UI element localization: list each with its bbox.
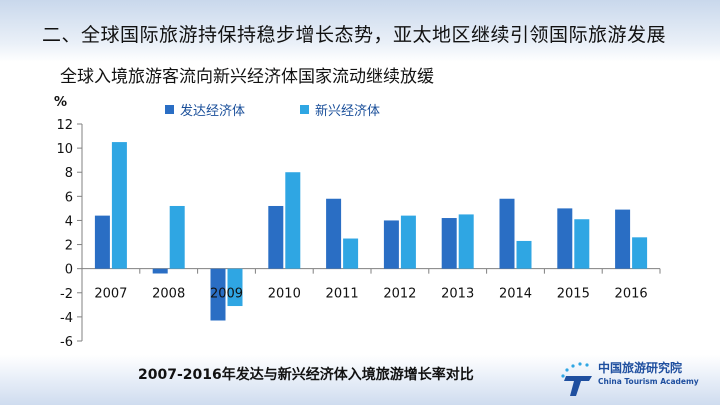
bar-emerging-2016: [632, 237, 648, 269]
bar-developed-2011: [326, 198, 342, 269]
x-tick-label: 2008: [152, 287, 185, 302]
slide-title: 二、全球国际旅游持保持稳步增长态势，亚太地区继续引领国际旅游发展: [42, 24, 667, 46]
bar-developed-2009: [210, 268, 226, 321]
chart-subtitle: 全球入境旅游客流向新兴经济体国家流动继续放缓: [60, 67, 434, 87]
bar-emerging-2012: [400, 215, 416, 269]
x-tick-label: 2014: [499, 287, 532, 302]
x-tick-label: 2013: [441, 287, 474, 302]
bar-developed-2013: [441, 218, 457, 269]
logo-name-en: China Tourism Academy: [598, 377, 699, 386]
y-tick-label: 6: [65, 190, 73, 205]
x-tick-label: 2010: [268, 287, 301, 302]
x-tick-label: 2007: [94, 287, 127, 302]
bar-developed-2015: [557, 208, 573, 269]
x-tick-label: 2011: [326, 287, 359, 302]
footer-band: [0, 355, 720, 405]
y-axis-label: %: [54, 95, 67, 110]
bar-emerging-2010: [285, 172, 301, 269]
y-tick-label: 4: [65, 214, 73, 229]
y-tick-label: 8: [65, 166, 73, 181]
legend-swatch: [165, 105, 174, 114]
bar-developed-2016: [615, 209, 631, 269]
bar-developed-2008: [152, 268, 168, 274]
bar-developed-2007: [94, 215, 110, 269]
legend-label: 新兴经济体: [315, 103, 380, 119]
bar-emerging-2011: [343, 238, 359, 269]
x-tick-label: 2009: [210, 287, 243, 302]
bar-developed-2014: [499, 198, 515, 269]
y-tick-label: -2: [60, 287, 73, 302]
y-tick-label: -6: [60, 335, 73, 350]
x-tick-label: 2012: [383, 287, 416, 302]
logo-name-cn: 中国旅游研究院: [598, 361, 683, 375]
y-tick-label: 10: [56, 142, 73, 157]
chart-caption: 2007-2016年发达与新兴经济体入境旅游增长率对比: [138, 367, 474, 383]
bar-emerging-2007: [111, 142, 127, 269]
y-tick-label: 0: [65, 263, 73, 278]
logo: 中国旅游研究院 China Tourism Academy: [558, 356, 718, 400]
x-tick-label: 2016: [615, 287, 648, 302]
y-tick-label: 12: [56, 118, 73, 133]
bar-emerging-2014: [516, 240, 532, 269]
y-tick-label: -4: [60, 311, 73, 326]
bar-emerging-2013: [458, 214, 474, 269]
bar-developed-2012: [383, 220, 399, 269]
legend-swatch: [300, 105, 309, 114]
x-tick-label: 2015: [557, 287, 590, 302]
y-tick-label: 2: [65, 239, 73, 254]
china-tourism-academy-logo-icon: [561, 362, 592, 396]
bar-emerging-2015: [574, 219, 590, 269]
legend-label: 发达经济体: [180, 103, 245, 119]
title-band: [0, 0, 720, 62]
bar-developed-2010: [268, 205, 284, 269]
bar-emerging-2009: [227, 268, 243, 307]
bar-emerging-2008: [169, 205, 185, 269]
